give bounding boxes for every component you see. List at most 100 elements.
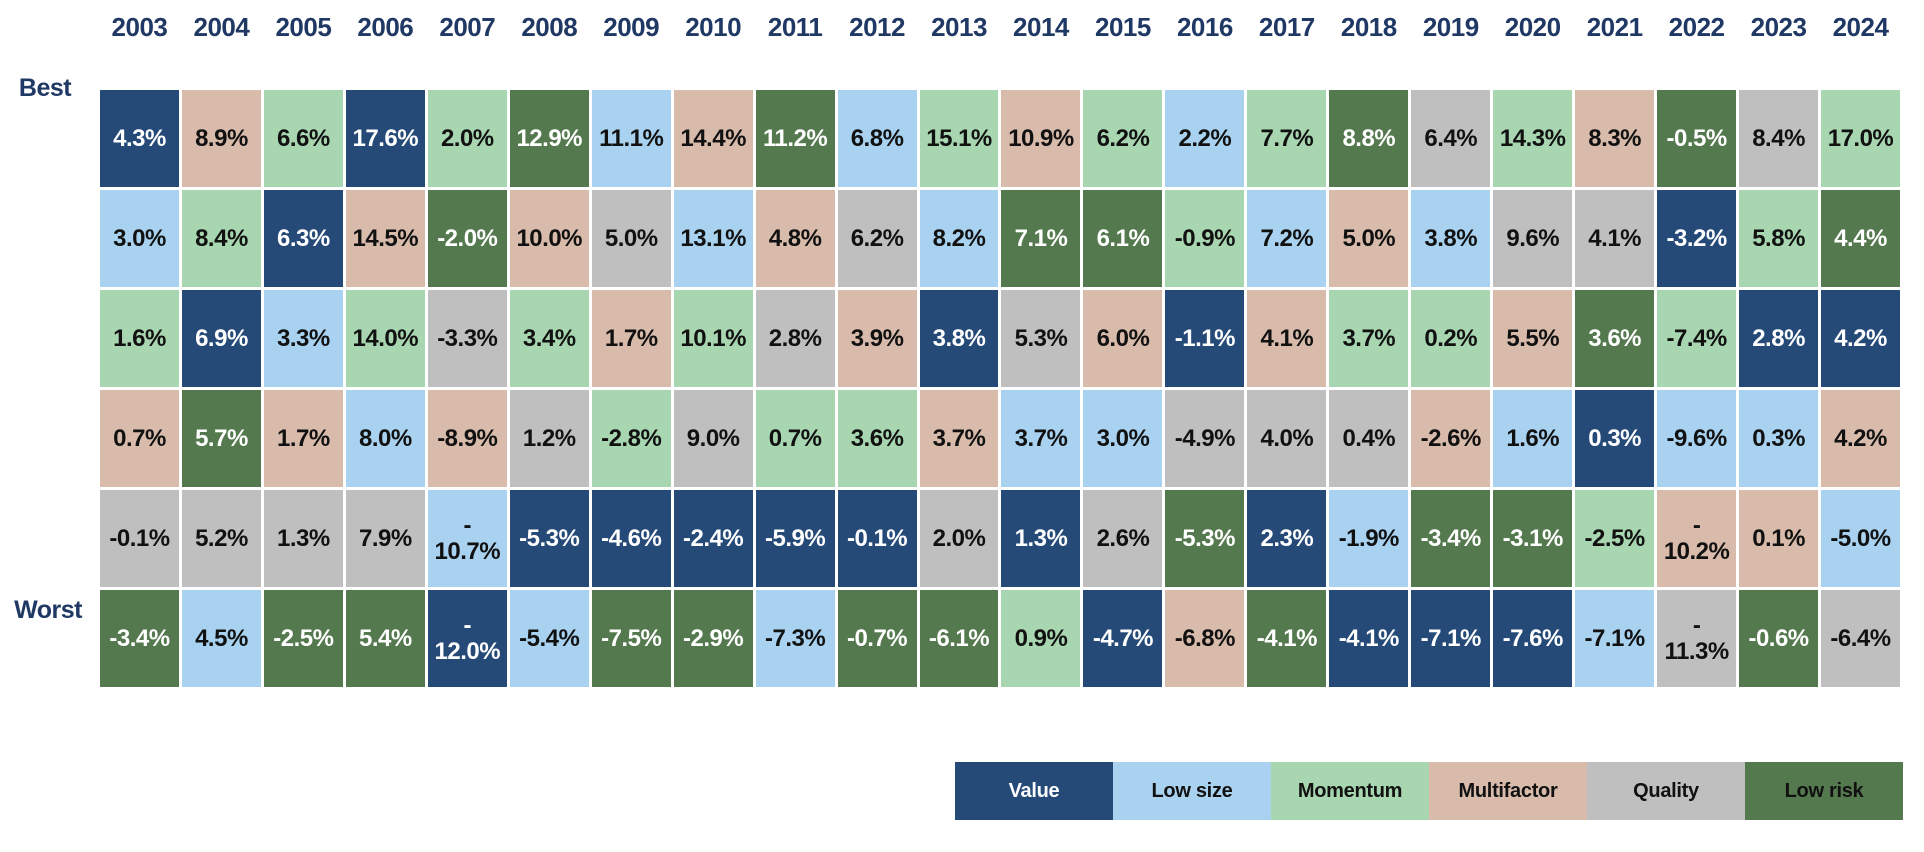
- return-cell: -5.3%: [1165, 490, 1245, 587]
- return-cell: 3.0%: [100, 190, 179, 287]
- return-cell: 15.1%: [919, 90, 999, 187]
- return-cell: 10.1%: [673, 290, 753, 387]
- return-cell: - 12.0%: [427, 590, 507, 687]
- return-cell: -2.5%: [1575, 490, 1655, 587]
- return-cell: - 10.2%: [1657, 490, 1737, 587]
- return-cell: -0.1%: [100, 490, 179, 587]
- return-cell: 3.4%: [509, 290, 589, 387]
- year-label: 2005: [275, 12, 332, 42]
- return-cell: 13.1%: [673, 190, 753, 287]
- return-cell: 4.2%: [1821, 390, 1900, 487]
- return-cell: -2.6%: [1411, 390, 1491, 487]
- return-cell: 10.0%: [509, 190, 589, 287]
- rank-label-best: Best: [18, 74, 72, 102]
- return-cell: -3.1%: [1493, 490, 1573, 587]
- return-cell: 5.2%: [181, 490, 261, 587]
- return-cell: -8.9%: [427, 390, 507, 487]
- return-cell: 1.7%: [263, 390, 343, 487]
- year-label: 2023: [1750, 12, 1807, 42]
- return-cell: 6.2%: [837, 190, 917, 287]
- return-cell: 2.2%: [1165, 90, 1245, 187]
- return-cell: 6.3%: [263, 190, 343, 287]
- return-cell: 1.6%: [100, 290, 179, 387]
- return-cell: 14.5%: [345, 190, 425, 287]
- return-cell: -2.4%: [673, 490, 753, 587]
- year-label: 2021: [1586, 12, 1643, 42]
- return-cell: 0.7%: [100, 390, 179, 487]
- return-cell: 0.9%: [1001, 590, 1081, 687]
- return-cell: 3.3%: [263, 290, 343, 387]
- return-cell: 0.1%: [1739, 490, 1819, 587]
- year-header-row: 2003 2004 2005 2006 2007 2008 2009 2010 2011 2012…: [100, 12, 1900, 43]
- return-cell: 4.8%: [755, 190, 835, 287]
- return-cell: 9.6%: [1493, 190, 1573, 287]
- return-cell: 1.3%: [263, 490, 343, 587]
- return-cell: 0.3%: [1739, 390, 1819, 487]
- return-cell: 6.1%: [1083, 190, 1163, 287]
- return-cell: 14.3%: [1493, 90, 1573, 187]
- return-cell: -6.1%: [919, 590, 999, 687]
- year-label: 2022: [1668, 12, 1725, 42]
- return-cell: 6.0%: [1083, 290, 1163, 387]
- return-cell: -6.4%: [1821, 590, 1900, 687]
- return-cell: 6.8%: [837, 90, 917, 187]
- return-cell: - 11.3%: [1657, 590, 1737, 687]
- return-cell: 3.6%: [1575, 290, 1655, 387]
- return-cell: -7.6%: [1493, 590, 1573, 687]
- return-cell: 4.4%: [1821, 190, 1900, 287]
- return-cell: 3.7%: [919, 390, 999, 487]
- return-cell: 4.0%: [1247, 390, 1327, 487]
- year-label: 2018: [1340, 12, 1397, 42]
- year-label: 2013: [931, 12, 987, 42]
- return-cell: 5.8%: [1739, 190, 1819, 287]
- return-cell: 7.9%: [345, 490, 425, 587]
- return-cell: 2.8%: [1739, 290, 1819, 387]
- return-cell: -4.9%: [1165, 390, 1245, 487]
- year-label: 2016: [1176, 12, 1233, 42]
- return-cell: -4.1%: [1247, 590, 1327, 687]
- return-cell: -7.1%: [1411, 590, 1491, 687]
- year-label: 2014: [1013, 12, 1069, 42]
- return-cell: -9.6%: [1657, 390, 1737, 487]
- return-cell: 1.3%: [1001, 490, 1081, 587]
- return-cell: -0.9%: [1165, 190, 1245, 287]
- return-cell: 5.5%: [1493, 290, 1573, 387]
- factor-returns-grid: 4.3% 8.9% 6.6% 17.6% 2.0% 12.9% 11.1% 14.4% 11.2…: [100, 90, 1900, 687]
- legend-item-momentum: Momentum: [1271, 762, 1429, 820]
- return-cell: 17.0%: [1821, 90, 1900, 187]
- return-cell: -5.9%: [755, 490, 835, 587]
- return-cell: -5.0%: [1821, 490, 1900, 587]
- return-cell: 6.2%: [1083, 90, 1163, 187]
- return-cell: 11.1%: [591, 90, 671, 187]
- return-cell: 1.2%: [509, 390, 589, 487]
- return-cell: -7.5%: [591, 590, 671, 687]
- return-cell: -7.4%: [1657, 290, 1737, 387]
- return-cell: 3.8%: [1411, 190, 1491, 287]
- return-cell: -3.4%: [100, 590, 179, 687]
- year-label: 2019: [1422, 12, 1479, 42]
- return-cell: 1.6%: [1493, 390, 1573, 487]
- return-cell: 10.9%: [1001, 90, 1081, 187]
- return-cell: 3.6%: [837, 390, 917, 487]
- return-cell: 8.4%: [1739, 90, 1819, 187]
- year-label: 2011: [767, 12, 823, 42]
- year-label: 2004: [193, 12, 250, 42]
- return-cell: 11.2%: [755, 90, 835, 187]
- return-cell: -3.3%: [427, 290, 507, 387]
- return-cell: 4.5%: [181, 590, 261, 687]
- return-cell: 5.4%: [345, 590, 425, 687]
- return-cell: -5.4%: [509, 590, 589, 687]
- return-cell: -7.3%: [755, 590, 835, 687]
- return-cell: 4.1%: [1247, 290, 1327, 387]
- return-cell: 2.0%: [919, 490, 999, 587]
- return-cell: 3.7%: [1001, 390, 1081, 487]
- legend-item-value: Value: [955, 762, 1113, 820]
- return-cell: -0.1%: [837, 490, 917, 587]
- return-cell: 4.2%: [1821, 290, 1900, 387]
- year-label: 2008: [521, 12, 578, 42]
- return-cell: -0.6%: [1739, 590, 1819, 687]
- return-cell: 3.0%: [1083, 390, 1163, 487]
- return-cell: -0.5%: [1657, 90, 1737, 187]
- year-label: 2010: [685, 12, 742, 42]
- return-cell: -4.6%: [591, 490, 671, 587]
